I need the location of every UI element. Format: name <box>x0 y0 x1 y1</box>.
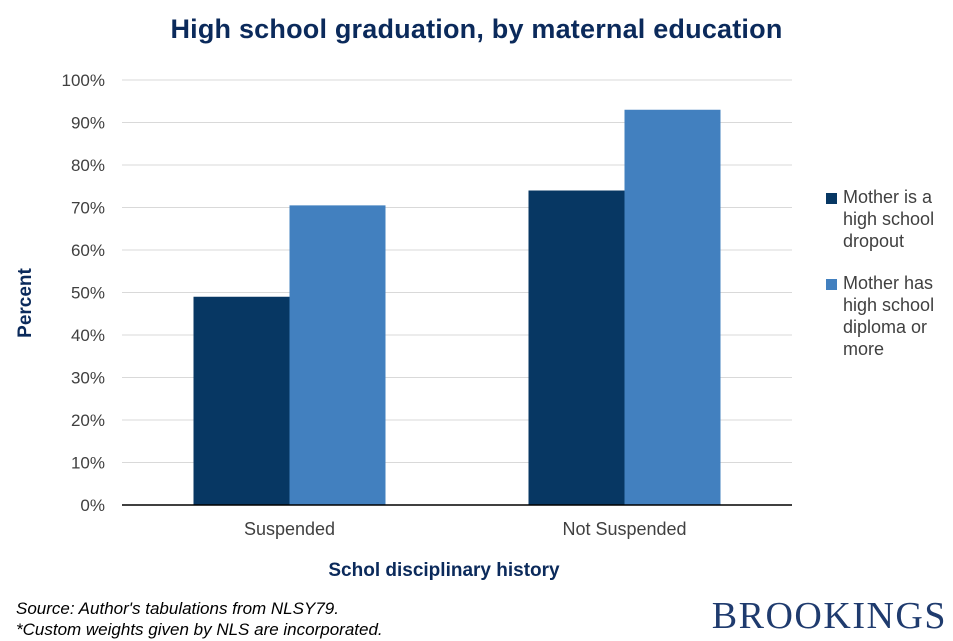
bars <box>122 109 792 506</box>
source-note: Source: Author's tabulations from NLSY79… <box>16 598 383 640</box>
brookings-logo: BROOKINGS <box>711 595 947 637</box>
x-axis-title: Schol disciplinary history <box>328 560 560 581</box>
x-category-label: Not Suspended <box>562 519 686 539</box>
legend-label-diploma-4: more <box>843 339 885 359</box>
legend-label-dropout-3: dropout <box>843 231 905 251</box>
x-category-label: Suspended <box>244 519 335 539</box>
source-line-1: Source: Author's tabulations from NLSY79… <box>16 599 339 618</box>
bar-diploma-not-suspended <box>624 109 721 505</box>
bar-diploma-suspended <box>289 205 386 505</box>
y-axis-ticks: 0% 10% 20% 30% 40% 50% 60% 70% 80% 90% 100% <box>62 71 105 515</box>
legend-item-diploma: Mother has high school diploma or more <box>826 272 953 360</box>
legend-label-diploma-3: diploma or <box>843 317 928 337</box>
y-tick-label: 0% <box>80 496 105 515</box>
y-tick-label: 70% <box>71 199 105 218</box>
legend-label-diploma-1: Mother has <box>843 273 934 293</box>
y-tick-label: 90% <box>71 114 105 133</box>
y-tick-label: 20% <box>71 411 105 430</box>
y-tick-label: 50% <box>71 284 105 303</box>
legend-label-diploma-2: high school <box>843 295 935 315</box>
y-tick-label: 80% <box>71 156 105 175</box>
y-tick-label: 100% <box>62 71 105 90</box>
legend-swatch-diploma <box>826 279 837 290</box>
legend-swatch-dropout <box>826 193 837 204</box>
y-tick-label: 30% <box>71 369 105 388</box>
y-axis-title: Percent <box>15 267 36 337</box>
y-tick-label: 10% <box>71 454 105 473</box>
legend-item-dropout: Mother is a high school dropout <box>826 186 953 252</box>
y-tick-label: 60% <box>71 241 105 260</box>
source-line-2: *Custom weights given by NLS are incorpo… <box>16 620 383 639</box>
y-tick-label: 40% <box>71 326 105 345</box>
legend: Mother is a high school dropout Mother h… <box>826 186 953 380</box>
legend-label-dropout-2: high school <box>843 209 935 229</box>
bar-dropout-not-suspended <box>528 190 625 505</box>
legend-label-dropout-1: Mother is a <box>843 187 933 207</box>
chart-title: High school graduation, by maternal educ… <box>170 14 783 44</box>
bar-dropout-suspended <box>193 296 290 505</box>
bar-chart: 0% 10% 20% 30% 40% 50% 60% 70% 80% 90% 100% Suspen… <box>15 71 792 581</box>
x-axis-categories: Suspended Not Suspended <box>244 519 687 539</box>
